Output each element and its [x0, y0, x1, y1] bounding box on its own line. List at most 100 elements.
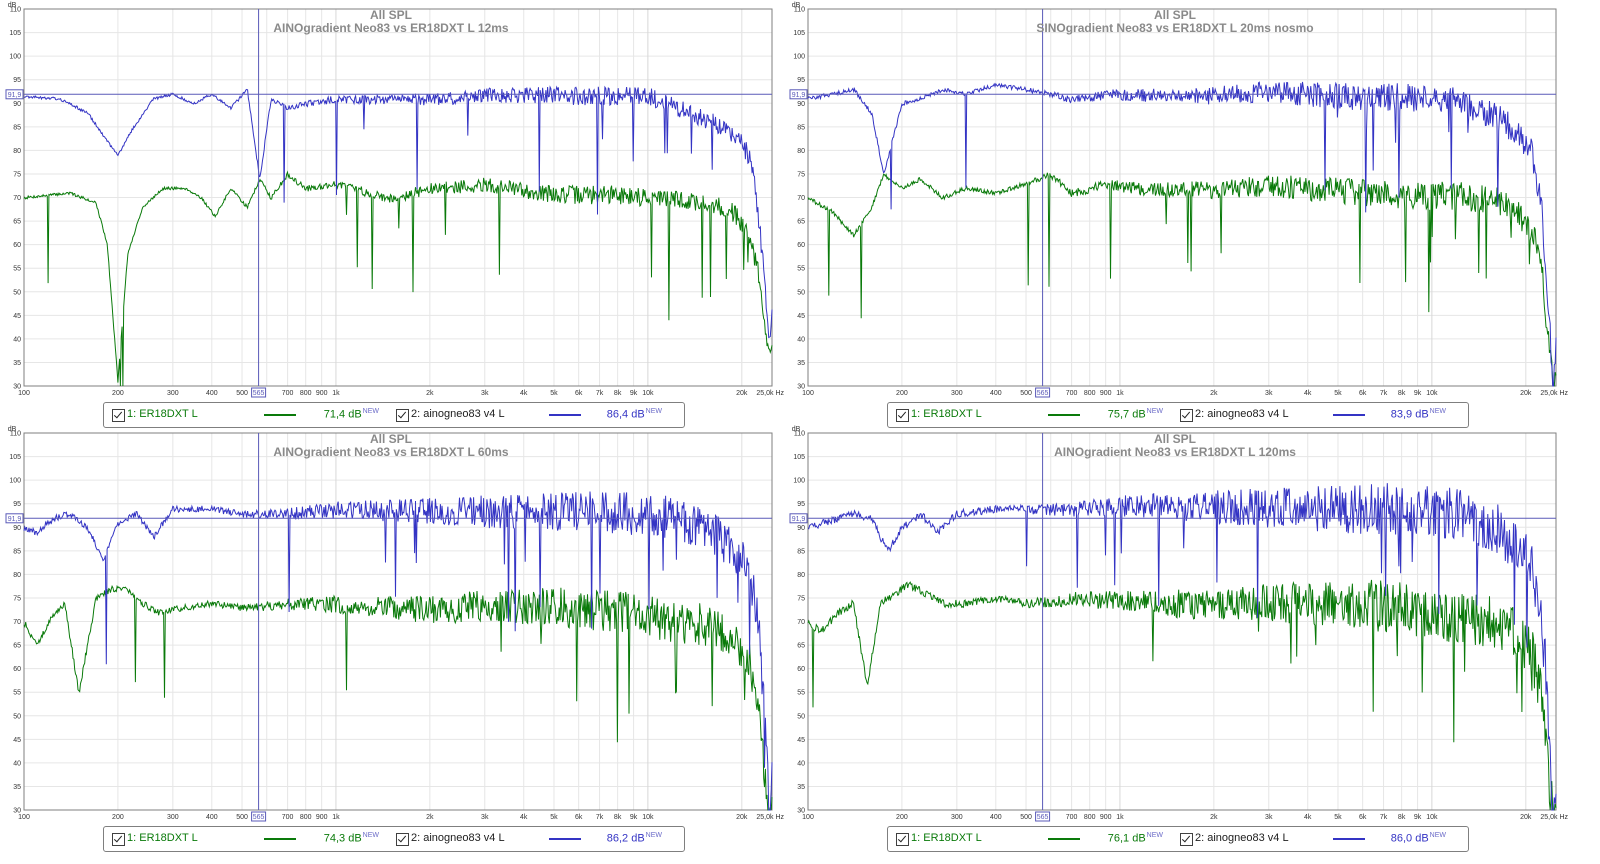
x-axis-labels: 100 200 300 400 500 700 800 900 1k 2k 3k 4k 5k 6k 7k 8k… — [802, 390, 1568, 397]
x-tick-label: 6k — [575, 390, 583, 397]
x-tick-label: 400 — [990, 390, 1002, 397]
y-tick-label: 90 — [797, 525, 805, 532]
x-tick-label: 700 — [282, 390, 294, 397]
legend-color-swatch — [264, 414, 296, 416]
x-tick-label: 7k — [1380, 390, 1388, 397]
x-tick-label: 1k — [1116, 390, 1124, 397]
legend-series-name: 2: ainogneo83 v4 L — [1195, 832, 1289, 844]
x-tick-label: 500 — [1020, 814, 1032, 821]
series-trace-er18dxt — [807, 172, 1557, 387]
x-tick-label: 20k — [736, 814, 748, 821]
y-axis-labels: 110 105 100 95 90 85 80 75 70 65 60 55 50 45 40 35 30 — [793, 7, 805, 391]
y-tick-label: 70 — [13, 195, 21, 202]
x-tick-label: 10k — [1426, 390, 1438, 397]
series-visibility-checkbox[interactable] — [896, 409, 909, 422]
y-tick-label: 85 — [13, 124, 21, 131]
x-tick-label: 6k — [1359, 814, 1367, 821]
x-tick-label: 7k — [596, 814, 604, 821]
chart-subtitle: AINOgradient Neo83 vs ER18DXT L 12ms — [273, 21, 509, 35]
x-tick-label: 9k — [1414, 814, 1422, 821]
x-tick-label: 3k — [1265, 390, 1273, 397]
x-tick-label: 8k — [1398, 814, 1406, 821]
x-tick-label: 900 — [316, 390, 328, 397]
y-tick-label: 35 — [13, 360, 21, 367]
chart-svg: 1101051009590858075706560555045403530dB1… — [789, 2, 1568, 398]
legend-level-value: 74,3 dBNEW — [323, 832, 379, 845]
series-visibility-checkbox[interactable] — [1180, 833, 1193, 846]
y-unit-label: dB — [792, 426, 801, 433]
y-tick-label: 85 — [797, 548, 805, 555]
series-visibility-checkbox[interactable] — [896, 833, 909, 846]
y-tick-label: 95 — [797, 501, 805, 508]
x-tick-label: 800 — [300, 390, 312, 397]
cursor-db-box — [5, 513, 24, 524]
legend-color-swatch — [549, 838, 581, 840]
y-tick-label: 50 — [797, 713, 805, 720]
x-tick-label: 300 — [167, 814, 179, 821]
legend-series-name: 1: ER18DXT L — [127, 832, 198, 844]
y-tick-label: 80 — [797, 572, 805, 579]
x-tick-label: 2k — [1210, 814, 1218, 821]
legend-color-swatch — [1333, 838, 1365, 840]
cursor-freq-box — [251, 811, 267, 822]
y-tick-label: 100 — [9, 478, 21, 485]
y-tick-label: 55 — [797, 266, 805, 273]
legend-series-name: 2: ainogneo83 v4 L — [1195, 408, 1289, 420]
y-tick-label: 110 — [794, 431, 805, 438]
y-tick-label: 55 — [13, 690, 21, 697]
x-tick-label: 5k — [1334, 814, 1342, 821]
x-tick-label: 700 — [1066, 390, 1078, 397]
x-tick-label: 100 — [18, 390, 30, 397]
cursor-db-box — [789, 513, 808, 524]
legend-level-value: 71,4 dBNEW — [323, 408, 379, 421]
x-tick-label: 400 — [206, 814, 218, 821]
x-tick-label: 1k — [332, 390, 340, 397]
plot-frame — [23, 8, 773, 387]
x-tick-label: 9k — [630, 814, 638, 821]
series-visibility-checkbox[interactable] — [112, 409, 125, 422]
y-unit-label: dB — [8, 2, 17, 9]
y-tick-label: 30 — [13, 808, 21, 815]
chart-legend: 1: ER18DXT L 76,1 dBNEW 2: ainogneo83 v4 L… — [887, 826, 1469, 852]
x-tick-label: 100 — [18, 814, 30, 821]
x-tick-label: 100 — [802, 390, 814, 397]
y-tick-label: 75 — [797, 171, 805, 178]
new-badge: NEW — [1429, 408, 1446, 415]
x-tick-label: 8k — [614, 390, 622, 397]
x-tick-label: 9k — [1414, 390, 1422, 397]
y-tick-label: 100 — [793, 478, 805, 485]
x-tick-label: 500 — [236, 814, 248, 821]
y-tick-label: 30 — [797, 808, 805, 815]
x-tick-label: 500 — [1020, 390, 1032, 397]
x-tick-label: 500 — [236, 390, 248, 397]
series-visibility-checkbox[interactable] — [396, 409, 409, 422]
y-tick-label: 105 — [9, 454, 21, 461]
series-visibility-checkbox[interactable] — [112, 833, 125, 846]
y-tick-label: 40 — [13, 336, 21, 343]
x-tick-label: 25,0k Hz — [756, 390, 784, 397]
y-tick-label: 70 — [797, 619, 805, 626]
y-tick-label: 65 — [13, 643, 21, 650]
x-tick-label: 4k — [520, 814, 528, 821]
x-tick-label: 20k — [1520, 814, 1532, 821]
legend-color-swatch — [264, 838, 296, 840]
legend-level-value: 83,9 dBNEW — [1390, 408, 1446, 421]
y-tick-label: 105 — [793, 30, 805, 37]
chart-svg: 1101051009590858075706560555045403530dB1… — [5, 426, 784, 822]
series-visibility-checkbox[interactable] — [396, 833, 409, 846]
legend-color-swatch — [1048, 414, 1080, 416]
x-tick-label: 9k — [630, 390, 638, 397]
series-visibility-checkbox[interactable] — [1180, 409, 1193, 422]
x-tick-label: 5k — [550, 814, 558, 821]
x-tick-label: 3k — [481, 390, 489, 397]
x-tick-label: 900 — [1100, 390, 1112, 397]
new-badge: NEW — [1429, 832, 1446, 839]
new-badge: NEW — [362, 408, 379, 415]
y-tick-label: 110 — [794, 7, 805, 14]
series-trace-ainogneo83 — [808, 483, 1557, 811]
y-tick-label: 90 — [797, 101, 805, 108]
y-axis-labels: 110 105 100 95 90 85 80 75 70 65 60 55 50 45 40 35 30 — [9, 431, 21, 815]
y-tick-label: 30 — [13, 384, 21, 391]
legend-level-value: 75,7 dBNEW — [1107, 408, 1163, 421]
plot-frame — [807, 432, 1557, 811]
